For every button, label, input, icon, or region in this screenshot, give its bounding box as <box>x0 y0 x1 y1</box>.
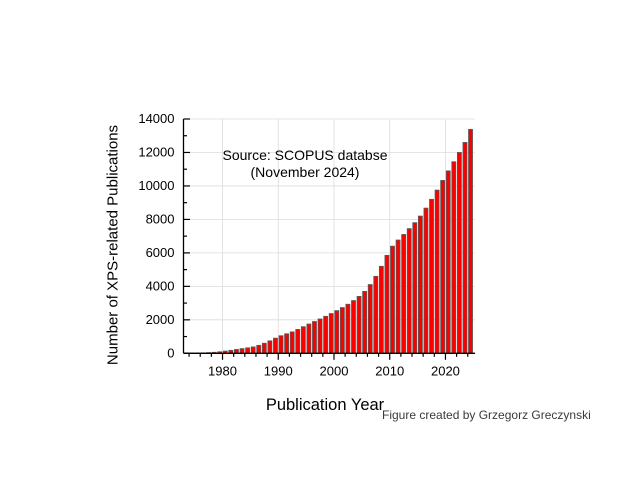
svg-text:14000: 14000 <box>138 111 174 126</box>
svg-text:8000: 8000 <box>146 211 175 226</box>
svg-text:1980: 1980 <box>208 363 237 378</box>
svg-text:6000: 6000 <box>146 245 175 260</box>
svg-text:1990: 1990 <box>264 363 293 378</box>
svg-text:12000: 12000 <box>138 144 174 159</box>
svg-text:2010: 2010 <box>375 363 404 378</box>
svg-text:0: 0 <box>167 345 174 360</box>
svg-text:2020: 2020 <box>431 363 460 378</box>
svg-text:2000: 2000 <box>146 312 175 327</box>
svg-text:10000: 10000 <box>138 178 174 193</box>
svg-text:2000: 2000 <box>320 363 349 378</box>
svg-text:4000: 4000 <box>146 278 175 293</box>
